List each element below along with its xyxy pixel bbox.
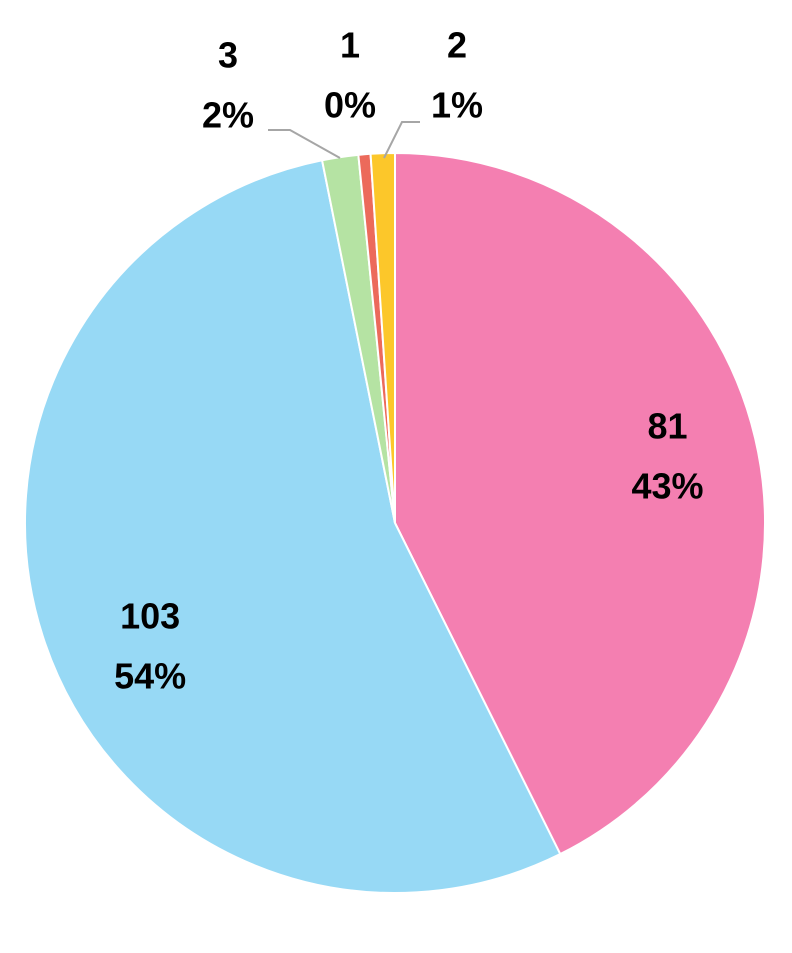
pie-slice bbox=[394, 151, 766, 856]
percent-label: 43% bbox=[632, 465, 704, 506]
percent-label: 0% bbox=[324, 85, 376, 126]
pie-slice bbox=[369, 151, 396, 524]
value-label: 2 bbox=[447, 25, 467, 66]
percent-label: 54% bbox=[114, 655, 186, 696]
value-label: 103 bbox=[120, 595, 180, 636]
pie-slice bbox=[24, 159, 562, 894]
leader-line bbox=[383, 121, 420, 159]
value-label: 81 bbox=[648, 405, 688, 446]
value-label: 3 bbox=[218, 35, 238, 76]
percent-label: 1% bbox=[431, 85, 483, 126]
leader-line bbox=[268, 129, 341, 159]
value-label: 1 bbox=[340, 25, 360, 66]
percent-label: 2% bbox=[202, 95, 254, 136]
